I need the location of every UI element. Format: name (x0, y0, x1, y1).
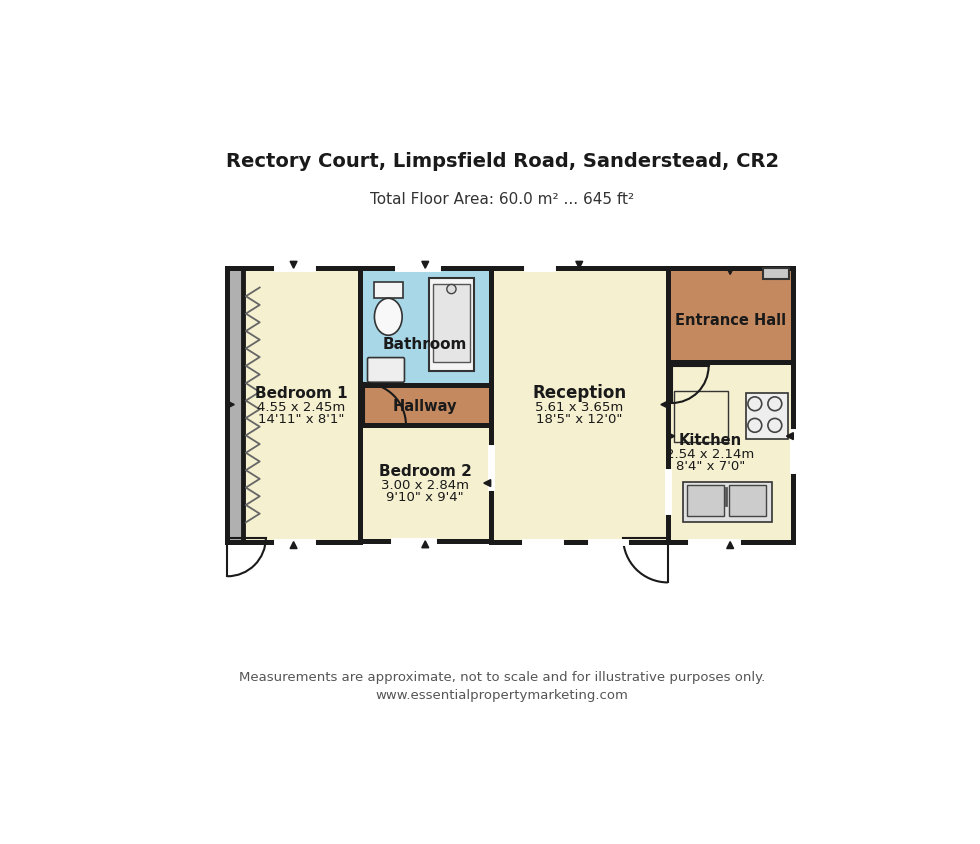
Bar (762, 269, 790, 279)
Bar (687, 486, 724, 517)
Text: 5.61 x 3.65m: 5.61 x 3.65m (535, 400, 623, 413)
Bar (491, 269, 667, 542)
Bar (674, 392, 728, 442)
Text: Hallway: Hallway (393, 398, 458, 414)
Text: Reception: Reception (532, 384, 626, 402)
Polygon shape (484, 480, 491, 487)
Bar (360, 386, 491, 426)
Polygon shape (421, 541, 428, 548)
Polygon shape (290, 262, 297, 269)
Polygon shape (727, 268, 734, 275)
Text: 8'4" x 7'0": 8'4" x 7'0" (675, 459, 745, 473)
Text: Measurements are approximate, not to scale and for illustrative purposes only.: Measurements are approximate, not to sca… (239, 670, 765, 683)
Bar (667, 269, 794, 363)
Text: 2.54 x 2.14m: 2.54 x 2.14m (666, 447, 755, 460)
Polygon shape (290, 542, 297, 549)
Polygon shape (576, 262, 583, 269)
FancyBboxPatch shape (368, 358, 405, 383)
Polygon shape (667, 433, 674, 440)
Bar (433, 284, 470, 363)
Text: 18'5" x 12'0": 18'5" x 12'0" (536, 413, 622, 425)
Bar (729, 486, 766, 517)
Circle shape (447, 285, 456, 295)
Text: Total Floor Area: 60.0 m² ... 645 ft²: Total Floor Area: 60.0 m² ... 645 ft² (370, 192, 634, 208)
Polygon shape (661, 402, 667, 408)
Polygon shape (421, 262, 428, 269)
Text: Bedroom 2: Bedroom 2 (379, 463, 471, 479)
Ellipse shape (374, 299, 402, 336)
Text: Bedroom 1: Bedroom 1 (255, 385, 348, 400)
Bar (683, 482, 772, 522)
Bar (360, 426, 491, 541)
Polygon shape (227, 402, 234, 408)
Bar (373, 283, 403, 298)
Bar (667, 363, 794, 542)
Text: Bathroom: Bathroom (383, 337, 467, 352)
Text: www.essentialpropertymarketing.com: www.essentialpropertymarketing.com (375, 689, 629, 701)
Bar (746, 393, 788, 440)
Bar (360, 269, 491, 386)
Text: Entrance Hall: Entrance Hall (674, 312, 786, 327)
Polygon shape (786, 433, 794, 440)
Bar (429, 279, 473, 372)
Text: 9'10" x 9'4": 9'10" x 9'4" (386, 491, 465, 504)
Text: 3.00 x 2.84m: 3.00 x 2.84m (381, 479, 469, 491)
Bar (227, 269, 360, 542)
Text: Rectory Court, Limpsfield Road, Sanderstead, CR2: Rectory Court, Limpsfield Road, Sanderst… (225, 152, 779, 170)
Bar (227, 269, 243, 542)
Text: Kitchen: Kitchen (678, 432, 742, 447)
Text: 4.55 x 2.45m: 4.55 x 2.45m (257, 400, 345, 413)
Polygon shape (727, 542, 734, 549)
Text: 14'11" x 8'1": 14'11" x 8'1" (258, 413, 344, 425)
